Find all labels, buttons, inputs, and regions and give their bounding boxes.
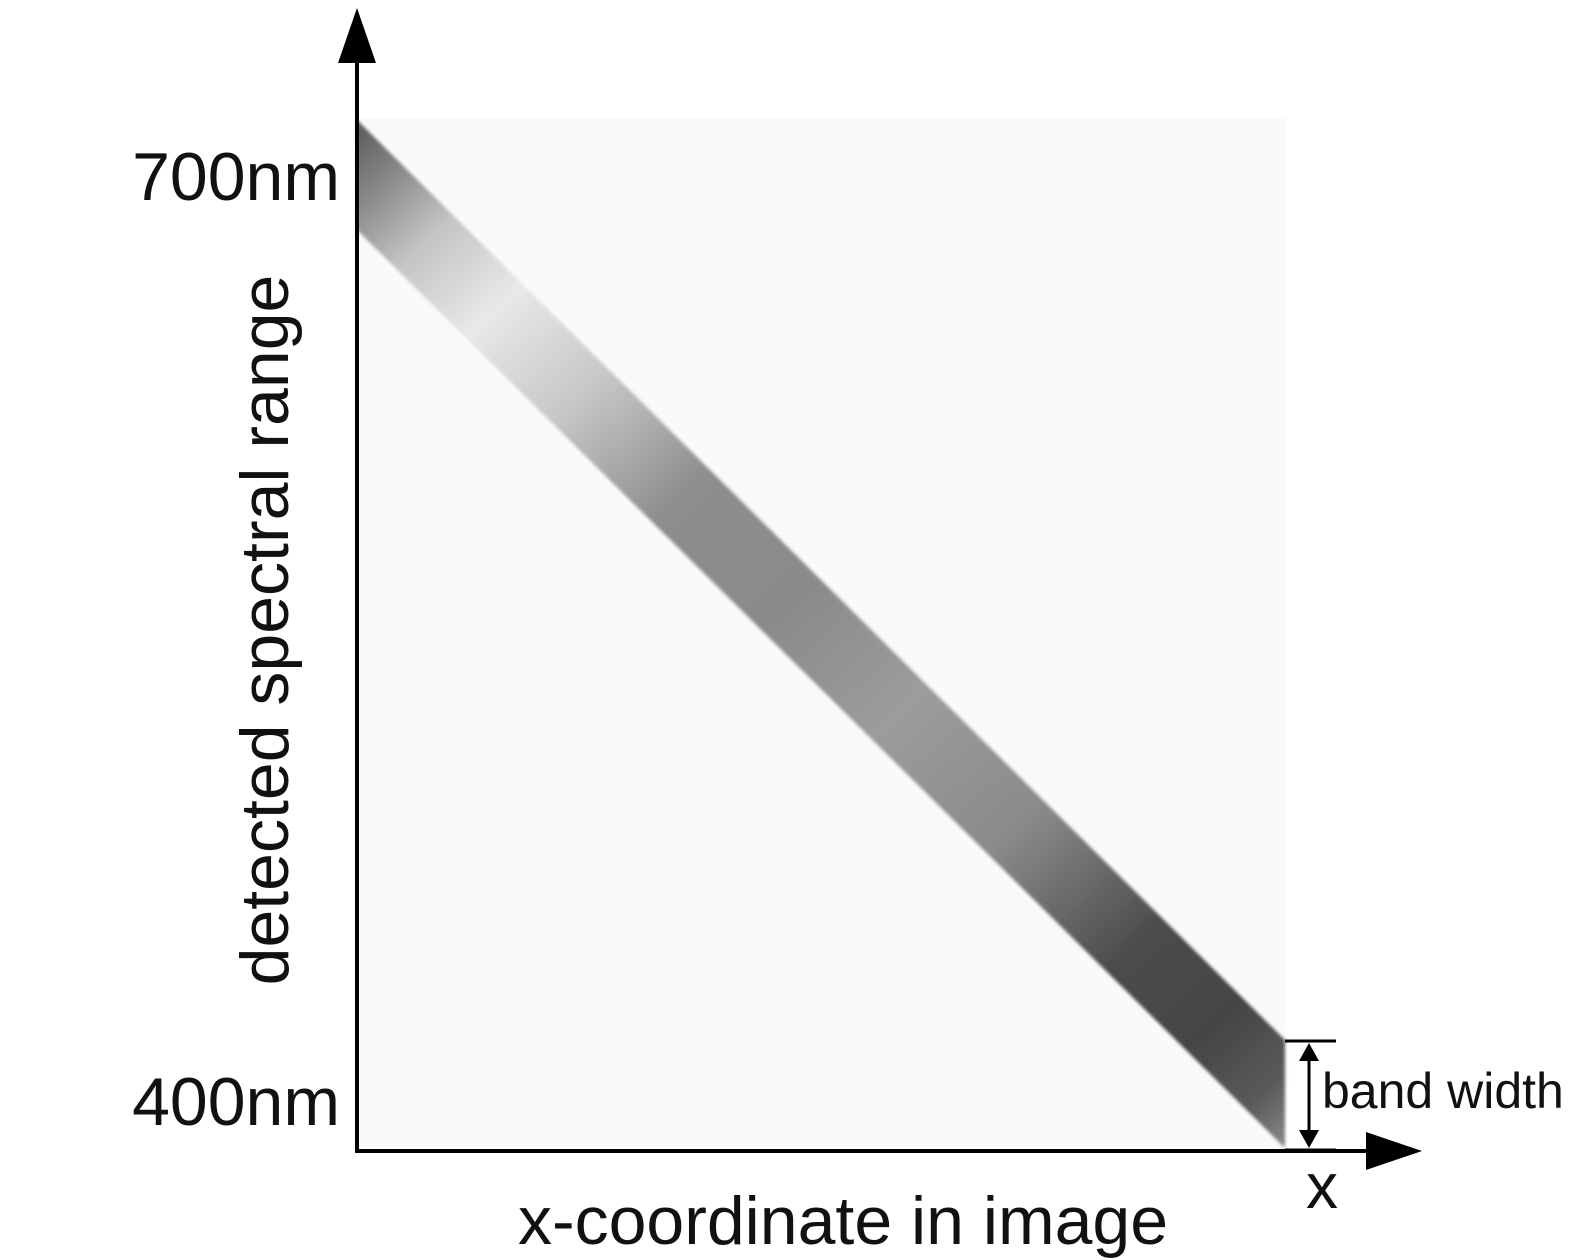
- band-width-arrow-down-icon: [1299, 1130, 1319, 1148]
- y-axis-arrow: [338, 8, 376, 63]
- x-axis-arrow: [1366, 1132, 1422, 1170]
- spectral-band: [357, 120, 1285, 1148]
- x-axis-symbol: x: [1306, 1150, 1338, 1222]
- x-axis-label: x-coordinate in image: [518, 1183, 1168, 1259]
- band-width-label: band width: [1322, 1063, 1564, 1119]
- y-tick-bottom: 400nm: [132, 1064, 340, 1140]
- y-axis-label: detected spectral range: [227, 275, 303, 986]
- y-tick-top: 700nm: [132, 139, 340, 215]
- band-width-arrow-up-icon: [1299, 1043, 1319, 1061]
